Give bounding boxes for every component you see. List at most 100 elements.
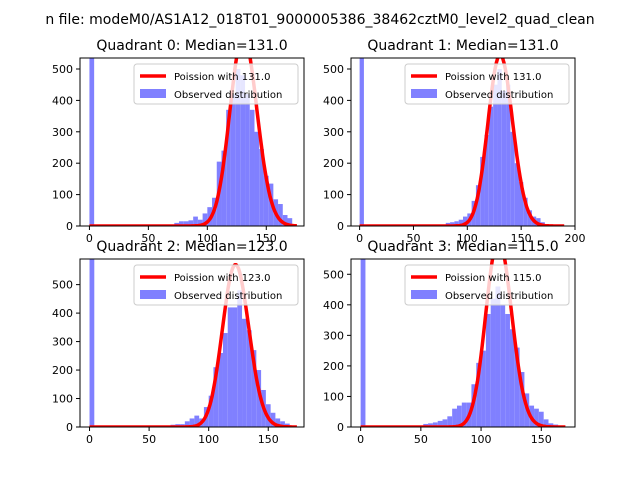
legend-bar-swatch [140, 89, 166, 98]
histogram-bar [202, 213, 208, 226]
histogram-bar [213, 367, 219, 427]
legend-label-observed: Observed distribution [174, 291, 282, 302]
histogram-bar [447, 416, 453, 427]
histogram-bar [263, 175, 269, 226]
histogram-bar [179, 221, 184, 226]
legend-bar-swatch [411, 290, 437, 299]
histogram-bar [454, 221, 459, 226]
legend-label-poisson: Poission with 123.0 [174, 273, 270, 284]
histogram-bar [237, 290, 243, 427]
y-tick-label: 0 [337, 220, 344, 233]
histogram-bar [538, 411, 544, 427]
x-tick-label: 100 [471, 433, 492, 446]
y-tick-label: 500 [52, 279, 73, 292]
histogram-bar [534, 408, 539, 427]
histogram-bar [475, 185, 481, 226]
histogram-bar [488, 106, 494, 226]
x-tick-label: 50 [141, 232, 155, 245]
y-tick-label: 100 [323, 189, 344, 202]
histogram-bar [188, 220, 194, 226]
legend-box [404, 63, 570, 105]
histogram-bar [194, 415, 200, 427]
x-tick-label: 200 [565, 232, 586, 245]
histogram-bars [89, 259, 295, 427]
histogram-bar [428, 423, 433, 427]
histogram-bar [500, 304, 506, 427]
histogram-bar [278, 204, 283, 226]
histogram-bar [259, 149, 264, 226]
y-tick-label: 300 [323, 329, 344, 342]
histogram-bar [235, 68, 241, 226]
y-tick-label: 300 [52, 336, 73, 349]
histogram-bar [218, 352, 223, 427]
histogram-bar [490, 298, 496, 427]
histogram-bar [506, 84, 511, 226]
y-tick-label: 400 [323, 94, 344, 107]
y-tick-label: 300 [323, 126, 344, 139]
histogram-bar [232, 307, 238, 427]
histogram-bar [514, 347, 520, 427]
histogram-bar [226, 109, 231, 226]
panel-2: 0 50 100 150 0 100 200 300 400 500 Quadrant 2: Med… [52, 239, 305, 446]
histogram-bar [280, 421, 285, 427]
y-tick-label: 100 [52, 189, 73, 202]
x-tick-label: 0 [356, 232, 363, 245]
histogram-bar [184, 421, 190, 427]
y-tick-label: 400 [52, 307, 73, 320]
y-tick-label: 100 [323, 390, 344, 403]
panel-title: Quadrant 3: Median=115.0 [367, 239, 558, 255]
histogram-bar [242, 318, 247, 427]
histogram-bar [189, 418, 195, 427]
histogram-bar [270, 412, 276, 427]
histogram-bar [442, 419, 448, 427]
legend-label-observed: Observed distribution [445, 291, 553, 302]
histogram-bar [193, 216, 198, 226]
histogram-bar [463, 216, 468, 226]
histogram-bar [505, 313, 510, 427]
legend-box [404, 264, 570, 306]
y-tick-label: 0 [66, 220, 73, 233]
histogram-bar [495, 286, 501, 427]
x-tick-label: 150 [511, 232, 532, 245]
y-tick-label: 0 [337, 421, 344, 434]
panel-1: 0 50 100 150 200 0 100 200 300 400 500 Quadrant 1: … [323, 38, 586, 245]
histogram-bar [461, 402, 467, 427]
legend-box [133, 63, 299, 105]
legend-bar-swatch [140, 290, 166, 299]
axes-frame [79, 57, 305, 227]
y-tick-label: 400 [323, 299, 344, 312]
histogram-bar [208, 395, 214, 427]
histogram-bar [458, 219, 463, 226]
histogram-bar [450, 222, 455, 226]
panel-0: 0 50 100 150 0 100 200 300 400 500 Quadrant 0: Med… [52, 38, 305, 245]
y-tick-label: 200 [52, 157, 73, 170]
histogram-bar [485, 313, 491, 427]
panel-title: Quadrant 0: Median=131.0 [96, 38, 287, 54]
y-tick-label: 300 [52, 126, 73, 139]
histogram-bar [437, 420, 443, 427]
histogram-bar [89, 58, 95, 226]
x-tick-label: 100 [198, 433, 219, 446]
x-tick-label: 0 [357, 433, 364, 446]
histogram-bar [245, 94, 250, 226]
histogram-bar [359, 58, 364, 226]
histogram-bar [481, 350, 486, 427]
x-tick-label: 100 [457, 232, 478, 245]
histogram-bar [287, 218, 293, 226]
histogram-bars [89, 58, 297, 226]
histogram-bar [251, 350, 257, 427]
histogram-bar [197, 219, 203, 226]
histogram-bar [514, 163, 519, 226]
panel-title: Quadrant 1: Median=131.0 [367, 38, 558, 54]
y-tick-label: 500 [323, 268, 344, 281]
histogram-bar [275, 418, 281, 427]
histogram-bar [480, 156, 485, 226]
legend-box [133, 264, 299, 306]
x-tick-label: 50 [142, 433, 156, 446]
histogram-bar [476, 362, 482, 427]
y-tick-label: 400 [52, 94, 73, 107]
y-tick-label: 200 [52, 364, 73, 377]
x-tick-label: 50 [406, 232, 420, 245]
histogram-bar [183, 221, 189, 226]
